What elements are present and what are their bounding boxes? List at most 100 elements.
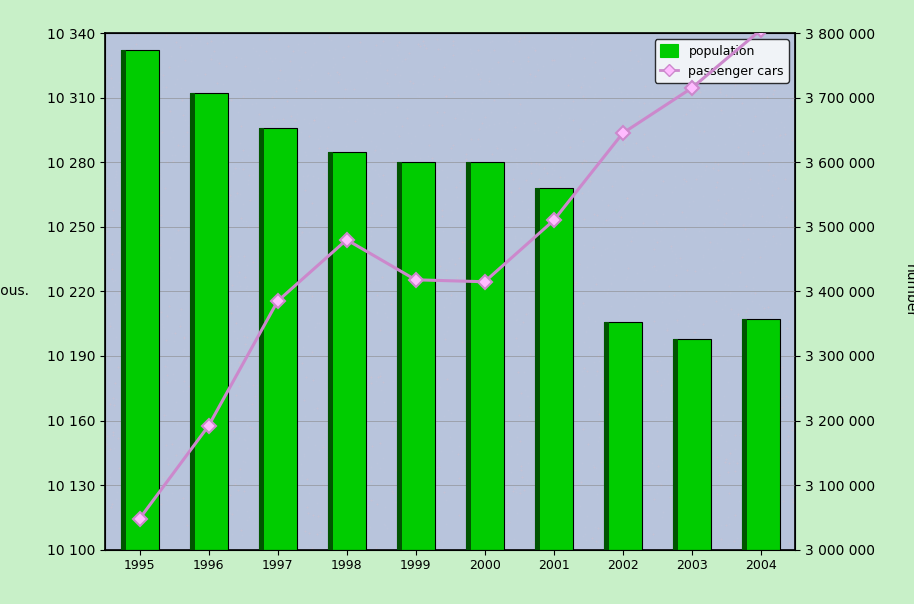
Point — [584, 284, 599, 294]
Point — [185, 484, 199, 494]
Point — [465, 108, 480, 118]
Point — [272, 384, 287, 394]
Point — [314, 103, 328, 113]
Point — [690, 218, 705, 228]
Point — [228, 163, 243, 173]
Point — [368, 141, 383, 150]
Point — [570, 141, 585, 150]
Point — [680, 520, 695, 530]
Point — [307, 404, 322, 414]
Point — [255, 483, 270, 493]
Point — [430, 34, 444, 44]
Point — [739, 398, 753, 408]
Point — [316, 367, 331, 377]
Point — [524, 88, 538, 98]
Point — [656, 74, 671, 84]
Point — [679, 286, 694, 295]
Point — [772, 528, 787, 538]
Point — [539, 158, 554, 168]
Point — [667, 55, 682, 65]
Point — [306, 115, 321, 125]
Point — [554, 332, 569, 341]
Point — [624, 63, 639, 73]
Point — [561, 80, 576, 89]
Point — [308, 86, 323, 96]
Point — [105, 249, 120, 259]
Point — [569, 277, 583, 286]
Point — [501, 413, 515, 423]
Point — [719, 54, 734, 64]
Point — [100, 163, 114, 173]
Point — [575, 223, 590, 233]
Point — [240, 281, 255, 291]
Point — [390, 45, 405, 55]
Point — [525, 196, 539, 205]
Point — [544, 265, 558, 274]
Point — [679, 519, 694, 529]
Point — [176, 344, 191, 354]
Point — [376, 129, 390, 138]
Point — [509, 432, 524, 442]
Point — [357, 400, 372, 410]
Point — [690, 98, 705, 108]
Point — [531, 419, 546, 429]
Point — [745, 453, 760, 463]
Point — [409, 536, 423, 546]
Point — [370, 307, 385, 316]
Point — [689, 43, 704, 53]
Point — [159, 410, 174, 420]
Point — [437, 108, 452, 117]
Point — [196, 539, 210, 549]
Point — [198, 295, 213, 305]
Point — [627, 301, 642, 311]
Point — [459, 448, 473, 458]
Point — [557, 176, 571, 186]
Point — [530, 355, 545, 364]
Point — [134, 402, 149, 411]
Point — [471, 69, 485, 79]
Point — [468, 421, 483, 431]
Point — [696, 126, 711, 135]
Point — [638, 118, 653, 128]
Point — [105, 393, 120, 403]
Point — [620, 272, 634, 282]
Point — [111, 247, 125, 257]
Point — [221, 269, 236, 278]
Point — [174, 304, 188, 314]
Point — [329, 544, 344, 553]
Point — [487, 95, 502, 104]
Point — [728, 310, 742, 320]
Point — [700, 515, 715, 525]
Point — [574, 477, 589, 486]
Point — [539, 141, 554, 150]
Point — [511, 410, 526, 420]
Point — [120, 443, 134, 453]
Point — [577, 337, 591, 347]
Point — [350, 114, 365, 124]
Point — [102, 321, 117, 331]
Point — [129, 284, 143, 294]
Point — [412, 271, 427, 280]
Point — [537, 344, 551, 353]
Point — [251, 188, 266, 198]
Point — [606, 84, 621, 94]
Point — [656, 507, 671, 516]
Point — [146, 163, 161, 173]
Point — [658, 292, 673, 301]
Point — [394, 373, 409, 383]
Point — [158, 528, 173, 538]
Point — [328, 294, 343, 303]
Point — [667, 231, 682, 241]
Point — [570, 236, 585, 246]
Point — [107, 349, 122, 358]
Point — [406, 529, 420, 539]
Point — [169, 228, 184, 238]
Point — [759, 119, 773, 129]
Point — [596, 518, 611, 527]
Point — [217, 507, 231, 517]
Point — [611, 310, 626, 320]
Point — [358, 520, 373, 530]
Point — [419, 259, 433, 268]
Point — [589, 463, 603, 473]
Point — [638, 81, 653, 91]
